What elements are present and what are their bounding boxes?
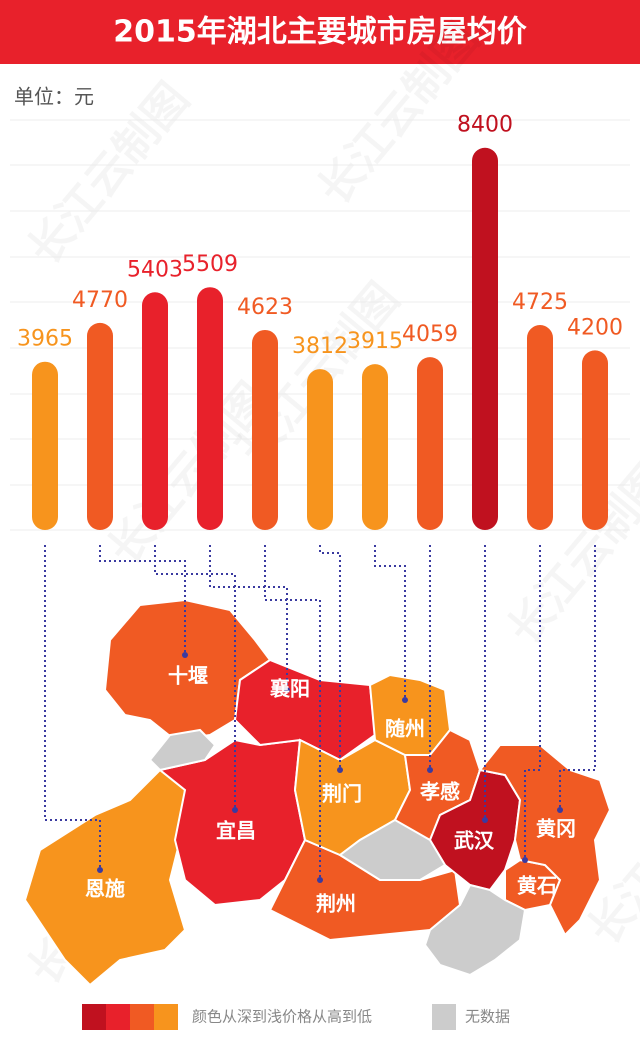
- map-label: 荆州: [316, 892, 356, 916]
- bar: [472, 147, 498, 530]
- value-label: 4770: [72, 288, 128, 313]
- connector-dot: [337, 767, 343, 773]
- title-bar: [0, 0, 640, 64]
- value-label: 3965: [17, 327, 73, 352]
- value-label: 4200: [567, 315, 623, 340]
- watermark: 长江云制图: [99, 373, 279, 574]
- no-data-region: [148, 728, 217, 772]
- value-label: 3915: [347, 329, 403, 354]
- connector-dot: [557, 807, 563, 813]
- chart-title: 2015年湖北主要城市房屋均价: [113, 15, 527, 50]
- connector-dot: [284, 687, 290, 693]
- value-label: 5403: [127, 257, 183, 282]
- value-label: 4059: [402, 322, 458, 347]
- connector-dot: [97, 867, 103, 873]
- bar: [142, 292, 168, 530]
- connector-dot: [482, 817, 488, 823]
- no-data-region: [338, 818, 447, 881]
- connector: [264, 545, 321, 880]
- legend: 颜色从深到浅价格从高到低 无数据: [82, 1004, 510, 1030]
- connector-dot: [427, 767, 433, 773]
- bar: [32, 361, 58, 530]
- value-label: 5509: [182, 252, 238, 277]
- region: [368, 673, 452, 756]
- connector: [154, 545, 236, 810]
- value-label: 3812: [292, 334, 348, 359]
- bar: [582, 350, 608, 530]
- bar: [417, 357, 443, 530]
- map-label: 武汉: [454, 829, 495, 853]
- bar: [197, 287, 223, 530]
- legend-swatch: [130, 1004, 154, 1030]
- connector-dot: [232, 807, 238, 813]
- connector: [44, 545, 101, 870]
- map-label: 黄冈: [536, 817, 576, 841]
- unit-label: 单位：元: [14, 85, 94, 109]
- connector-dot: [402, 697, 408, 703]
- connector-dot: [182, 652, 188, 658]
- legend-swatch: [106, 1004, 130, 1030]
- map-label: 十堰: [168, 664, 208, 688]
- map-label: 襄阳: [269, 677, 310, 701]
- connectors: [44, 545, 596, 883]
- bar: [362, 364, 388, 530]
- connector-dot: [522, 857, 528, 863]
- bar: [307, 369, 333, 530]
- value-label: 8400: [457, 113, 513, 138]
- legend-swatch: [432, 1004, 456, 1030]
- watermark: 长江云制图: [499, 453, 640, 654]
- legend-label: 颜色从深到浅价格从高到低: [192, 1008, 372, 1026]
- connector: [209, 545, 288, 690]
- connector: [374, 545, 406, 700]
- legend-swatch: [154, 1004, 178, 1030]
- bar: [252, 329, 278, 530]
- no-data-region: [423, 883, 527, 977]
- connector-dot: [317, 877, 323, 883]
- map: [23, 598, 612, 987]
- value-label: 4725: [512, 290, 568, 315]
- map-label: 黄石: [517, 874, 557, 898]
- map-label: 随州: [385, 717, 425, 741]
- connector: [319, 545, 341, 770]
- region: [478, 744, 612, 937]
- connector: [559, 545, 596, 810]
- region: [23, 768, 187, 987]
- value-label: 4623: [237, 295, 293, 320]
- map-label: 恩施: [85, 877, 125, 901]
- connector: [524, 545, 541, 860]
- map-label: 荆门: [322, 782, 362, 806]
- bar: [527, 325, 553, 530]
- map-label: 宜昌: [216, 819, 256, 843]
- map-label: 孝感: [419, 780, 460, 804]
- legend-swatch: [82, 1004, 106, 1030]
- bar: [87, 322, 113, 530]
- legend-no-data: 无数据: [465, 1008, 510, 1026]
